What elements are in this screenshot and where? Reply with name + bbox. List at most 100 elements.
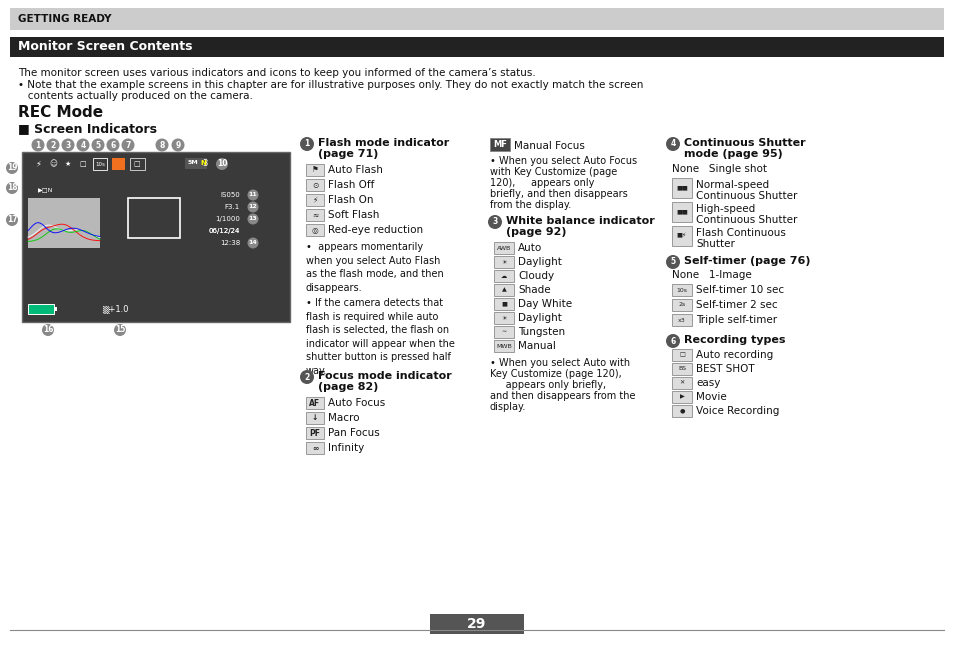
Text: ▶: ▶ (679, 395, 683, 399)
Bar (671, 391, 691, 403)
Circle shape (172, 138, 184, 152)
Circle shape (247, 238, 258, 249)
Text: 11: 11 (249, 193, 257, 198)
Circle shape (113, 324, 126, 336)
Bar (306, 397, 324, 409)
Bar (306, 209, 324, 221)
Text: Cloudy: Cloudy (517, 271, 554, 281)
Bar (306, 224, 324, 236)
Text: 2: 2 (304, 373, 310, 382)
Text: (page 82): (page 82) (317, 382, 378, 392)
Text: ✕: ✕ (679, 380, 684, 386)
Bar (128, 198, 180, 238)
Text: 1/1000: 1/1000 (214, 216, 240, 222)
Text: x3: x3 (678, 317, 685, 322)
Text: contents actually produced on the camera.: contents actually produced on the camera… (18, 91, 253, 101)
Text: easy: easy (696, 378, 720, 388)
Text: 8: 8 (159, 140, 165, 149)
Text: • When you select Auto with: • When you select Auto with (490, 358, 630, 368)
Circle shape (6, 214, 18, 226)
Text: Voice Recording: Voice Recording (696, 406, 779, 416)
Text: ★: ★ (65, 161, 71, 167)
Circle shape (299, 137, 314, 151)
Bar (22, 152, 290, 322)
Bar (494, 340, 514, 352)
Text: Flash Off: Flash Off (328, 180, 374, 190)
Text: ■: ■ (500, 302, 506, 306)
Bar (430, 614, 523, 634)
Bar (306, 442, 324, 454)
Circle shape (121, 138, 134, 152)
Text: ◎: ◎ (312, 225, 318, 234)
Circle shape (76, 138, 90, 152)
Text: Infinity: Infinity (328, 443, 364, 453)
Text: 3: 3 (492, 218, 497, 227)
Text: N: N (200, 160, 206, 166)
Text: ●: ● (679, 408, 684, 413)
Text: 2: 2 (51, 140, 55, 149)
Text: □: □ (133, 161, 140, 167)
Text: Self-timer (page 76): Self-timer (page 76) (683, 256, 810, 266)
Text: GETTING READY: GETTING READY (18, 14, 112, 24)
Text: AWB: AWB (497, 245, 511, 251)
Bar (306, 164, 324, 176)
Text: 15: 15 (114, 326, 125, 335)
Bar (306, 194, 324, 206)
Circle shape (247, 189, 258, 200)
Text: ⊙: ⊙ (312, 180, 318, 189)
Text: Auto Flash: Auto Flash (328, 165, 382, 175)
Text: ▒+1.0: ▒+1.0 (102, 304, 128, 313)
Circle shape (107, 138, 119, 152)
Text: Shutter: Shutter (696, 239, 734, 249)
Text: High-speed: High-speed (696, 204, 755, 214)
Text: Triple self-timer: Triple self-timer (696, 315, 777, 325)
Bar (671, 405, 691, 417)
Text: ⚡: ⚡ (312, 196, 317, 205)
Circle shape (155, 138, 169, 152)
Text: 9: 9 (175, 140, 180, 149)
Text: ▲: ▲ (501, 287, 506, 293)
Text: ∼: ∼ (501, 329, 506, 335)
Text: ▶□N: ▶□N (38, 187, 53, 193)
Text: Self-timer 2 sec: Self-timer 2 sec (696, 300, 777, 310)
Text: 13: 13 (249, 216, 257, 222)
Bar (671, 314, 691, 326)
Bar (112, 158, 125, 170)
Text: ↓: ↓ (312, 413, 318, 422)
Text: 6: 6 (670, 337, 675, 346)
Bar (494, 256, 514, 268)
Circle shape (61, 138, 74, 152)
Text: and then disappears from the: and then disappears from the (490, 391, 635, 401)
Bar (490, 138, 510, 151)
Text: □: □ (80, 161, 86, 167)
Text: 14: 14 (249, 240, 257, 245)
Text: Flash On: Flash On (328, 195, 374, 205)
Bar (54, 307, 57, 311)
Circle shape (31, 138, 45, 152)
Circle shape (91, 138, 105, 152)
Text: BS: BS (678, 366, 685, 371)
Text: 7: 7 (125, 140, 131, 149)
Text: ■ Screen Indicators: ■ Screen Indicators (18, 122, 157, 135)
Bar (494, 284, 514, 296)
Text: •  appears momentarily
when you select Auto Flash
as the flash mode, and then
di: • appears momentarily when you select Au… (306, 242, 443, 293)
Text: 29: 29 (467, 617, 486, 631)
Bar (306, 427, 324, 439)
Text: Red-eye reduction: Red-eye reduction (328, 225, 423, 235)
Circle shape (6, 162, 18, 174)
Bar (306, 179, 324, 191)
Bar (494, 298, 514, 310)
Text: 19: 19 (7, 163, 17, 172)
Bar (494, 270, 514, 282)
Text: IS050: IS050 (220, 192, 240, 198)
Bar (92, 158, 107, 170)
Text: 10s: 10s (676, 287, 687, 293)
Text: Auto recording: Auto recording (696, 350, 773, 360)
Text: 10s: 10s (95, 162, 105, 167)
Bar (671, 349, 691, 361)
Text: Key Customize (page 120),: Key Customize (page 120), (490, 369, 621, 379)
Text: • When you select Auto Focus: • When you select Auto Focus (490, 156, 637, 166)
Text: 120),     appears only: 120), appears only (490, 178, 594, 188)
Bar (10, 8, 943, 30)
Text: from the display.: from the display. (490, 200, 571, 210)
